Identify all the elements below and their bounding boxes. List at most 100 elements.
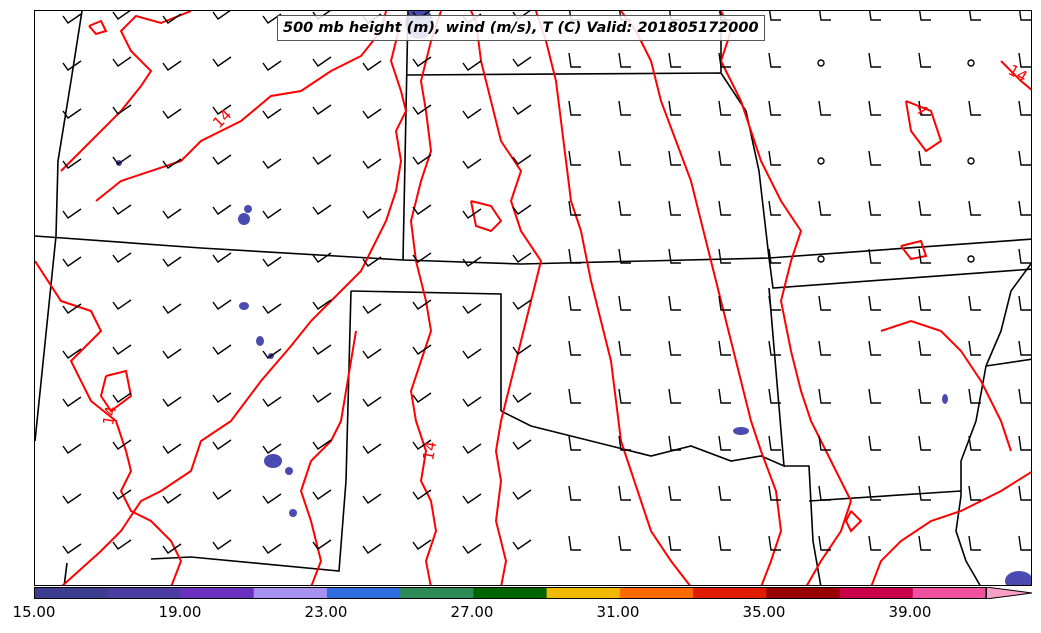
wind-barb-icon: [362, 396, 382, 407]
wind-barb-icon: [212, 439, 232, 450]
wind-barb-icon: [462, 543, 482, 554]
wind-barb-icon: [718, 535, 731, 551]
wind-barb-icon: [212, 392, 232, 403]
wind-barb-icon: [1018, 295, 1031, 311]
colorbar-tick-label: 31.00: [596, 603, 640, 621]
wind-barb-icon: [162, 493, 182, 504]
wind-barb-icon: [818, 435, 831, 451]
state-border-line: [500, 287, 785, 468]
temperature-contour-line: [870, 471, 1031, 585]
wind-barb-icon: [869, 11, 881, 21]
temperature-contour-line: [35, 260, 183, 585]
wind-barb-icon: [1019, 11, 1031, 21]
wind-barb-icon: [618, 200, 631, 216]
calm-wind-circle-icon: [817, 157, 825, 165]
wind-barb-icon: [718, 485, 731, 501]
wind-barb-icon: [818, 485, 831, 501]
temperature-contour-line: [95, 11, 387, 202]
wind-barb-icon: [968, 435, 981, 451]
wind-barb-icon: [568, 200, 581, 216]
wind-barb-icon: [62, 208, 82, 219]
wind-barb-icon: [462, 208, 482, 219]
wind-barb-icon: [718, 340, 731, 356]
wind-barb-icon: [768, 200, 781, 216]
wind-barb-icon: [512, 104, 532, 115]
wind-barbs: [62, 11, 1031, 554]
wind-speed-fill: [256, 336, 264, 346]
wind-barb-icon: [262, 348, 282, 359]
temperature-contour-line: [900, 239, 928, 261]
wind-barb-icon: [1018, 388, 1031, 404]
wind-barb-icon: [112, 299, 132, 310]
wind-barb-icon: [262, 303, 282, 314]
wind-barb-icon: [462, 60, 482, 71]
wind-barb-icon: [62, 303, 82, 314]
wind-barb-icon: [212, 344, 232, 355]
contour-labels: 1414141444: [99, 61, 1030, 462]
wind-barb-icon: [618, 52, 631, 68]
wind-barb-icon: [362, 158, 382, 169]
wind-barb-icon: [412, 489, 432, 500]
wind-barb-icon: [918, 150, 931, 166]
wind-barb-icon: [1018, 150, 1031, 166]
wind-barb-icon: [412, 252, 432, 263]
wind-barb-icon: [868, 435, 881, 451]
temperature-contour-line: [88, 19, 108, 36]
wind-barb-icon: [412, 439, 432, 450]
colorbar-segment: [253, 587, 328, 599]
wind-speed-fill: [244, 205, 252, 213]
calm-wind-circle-icon: [967, 157, 975, 165]
wind-barb-icon: [312, 204, 332, 215]
wind-barb-icon: [162, 208, 182, 219]
state-border-line: [55, 11, 83, 237]
wind-barb-icon: [462, 443, 482, 454]
calm-wind-circle-icon: [967, 59, 975, 67]
wind-barb-icon: [768, 435, 781, 451]
wind-barb-icon: [262, 108, 282, 119]
wind-barb-icon: [718, 295, 731, 311]
wind-barb-icon: [868, 340, 881, 356]
wind-barb-icon: [918, 435, 931, 451]
wind-barb-icon: [312, 104, 332, 115]
wind-barb-icon: [868, 295, 881, 311]
wind-barb-icon: [412, 154, 432, 165]
calm-wind-circle-icon: [817, 59, 825, 67]
colorbar-outline: [34, 587, 987, 599]
wind-barb-icon: [618, 295, 631, 311]
wind-barb-icon: [568, 248, 581, 264]
calm-wind-circle-icon: [967, 255, 975, 263]
state-border-line: [350, 290, 502, 411]
wind-barb-icon: [362, 60, 382, 71]
wind-barb-icon: [568, 435, 581, 451]
wind-barb-icon: [212, 299, 232, 310]
colorbar-tick-label: 19.00: [158, 603, 202, 621]
wind-barb-icon: [968, 485, 981, 501]
temperature-contour-line: [99, 369, 133, 413]
temperature-contour-line: [880, 319, 1012, 452]
wind-barb-icon: [768, 150, 781, 166]
colorbar-tick-label: 39.00: [888, 603, 932, 621]
wind-barb-icon: [162, 158, 182, 169]
wind-barb-icon: [618, 340, 631, 356]
wind-barb-icon: [112, 439, 132, 450]
temperature-contour-line: [1000, 60, 1031, 91]
wind-barb-icon: [512, 154, 532, 165]
temperature-contours: [35, 11, 1031, 585]
wind-barb-icon: [112, 204, 132, 215]
wind-barb-icon: [768, 535, 781, 551]
colorbar-tick-label: 15.00: [12, 603, 56, 621]
wind-barb-icon: [968, 200, 981, 216]
wind-barb-icon: [968, 340, 981, 356]
wind-barb-icon: [818, 388, 831, 404]
wind-barb-icon: [362, 348, 382, 359]
wind-barb-icon: [312, 489, 332, 500]
colorbar-segment: [400, 587, 474, 599]
wind-barb-icon: [768, 340, 781, 356]
wind-barb-icon: [868, 535, 881, 551]
wind-barb-icon: [312, 439, 332, 450]
state-border-line: [35, 235, 57, 442]
wind-barb-icon: [412, 104, 432, 115]
wind-barb-icon: [968, 295, 981, 311]
state-border-line: [960, 365, 987, 496]
wind-barb-icon: [512, 539, 532, 550]
